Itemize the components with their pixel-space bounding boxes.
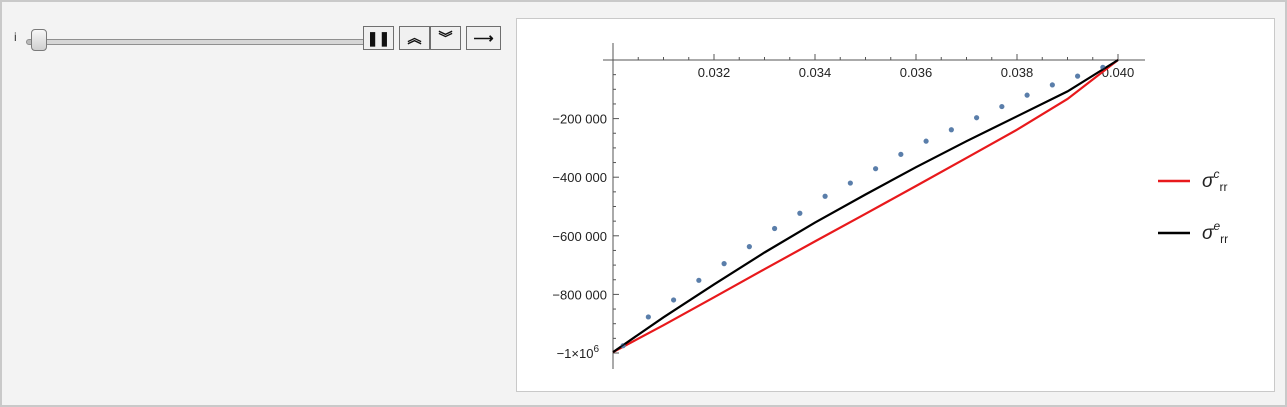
plot-panel: 0.032 0.034 0.036 0.038 0.040 −200 000 −400 00… bbox=[516, 18, 1275, 392]
data-point bbox=[873, 166, 879, 172]
data-point bbox=[1024, 92, 1030, 98]
double-chevron-down-icon: ︾ bbox=[438, 30, 453, 46]
x-tick-label: 0.032 bbox=[698, 65, 731, 80]
slider-track[interactable] bbox=[32, 39, 368, 45]
animation-controls: i ❚❚ ︽ ︾ ⟶ bbox=[14, 26, 504, 56]
slider-variable-label: i bbox=[14, 30, 17, 44]
legend-label: σerr bbox=[1202, 219, 1228, 246]
data-point bbox=[696, 277, 702, 283]
x-tick-label: 0.038 bbox=[1001, 65, 1034, 80]
series-line-exact-overlay bbox=[612, 59, 1119, 353]
data-point bbox=[772, 225, 778, 232]
y-tick-label: −800 000 bbox=[552, 287, 607, 302]
x-tick-label: 0.040 bbox=[1102, 65, 1135, 80]
data-point bbox=[999, 103, 1005, 110]
pause-button[interactable]: ❚❚ bbox=[363, 26, 394, 50]
data-point bbox=[671, 297, 677, 303]
data-point bbox=[948, 127, 954, 133]
y-tick-label: −600 000 bbox=[552, 229, 607, 244]
data-point bbox=[822, 193, 828, 199]
data-point bbox=[898, 151, 904, 157]
y-tick-label: −400 000 bbox=[552, 170, 607, 185]
faster-button[interactable]: ︽ bbox=[399, 26, 430, 50]
data-point bbox=[974, 115, 980, 121]
pause-icon: ❚❚ bbox=[366, 29, 391, 46]
data-point bbox=[645, 314, 651, 320]
series-line-computed bbox=[612, 59, 1119, 354]
direction-button[interactable]: ⟶ bbox=[466, 26, 501, 50]
arrow-right-icon: ⟶ bbox=[473, 29, 494, 46]
data-point bbox=[721, 261, 727, 267]
data-point bbox=[1049, 82, 1055, 88]
y-tick-label: −200 000 bbox=[552, 112, 607, 127]
double-chevron-up-icon: ︽ bbox=[407, 30, 422, 46]
slider-thumb[interactable] bbox=[31, 29, 47, 51]
data-point bbox=[797, 210, 803, 216]
legend-label: σcrr bbox=[1202, 167, 1227, 194]
data-point bbox=[1075, 73, 1081, 79]
x-tick-label: 0.036 bbox=[900, 65, 933, 80]
slower-button[interactable]: ︾ bbox=[430, 26, 461, 50]
data-point bbox=[923, 138, 929, 144]
x-tick-label: 0.034 bbox=[799, 65, 832, 80]
y-tick-label: −1×106 bbox=[557, 344, 600, 361]
data-point bbox=[746, 244, 752, 250]
data-point bbox=[847, 180, 853, 186]
stress-chart: 0.032 0.034 0.036 0.038 0.040 −200 000 −400 00… bbox=[552, 43, 1228, 369]
